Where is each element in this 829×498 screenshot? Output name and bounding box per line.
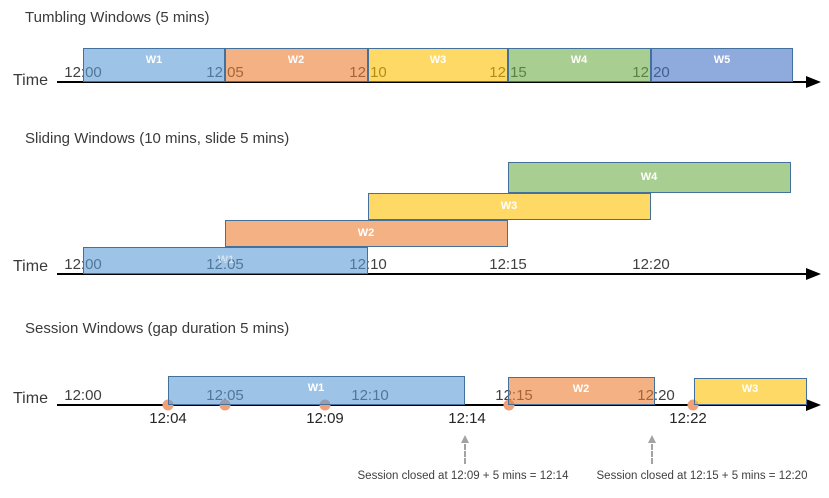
session-time-label: Time xyxy=(13,390,48,407)
session-window-label: W1 xyxy=(307,382,325,394)
tumbling-window-label: W4 xyxy=(570,54,588,66)
sliding-axis-arrow-icon xyxy=(806,268,821,280)
session-window-label: W3 xyxy=(741,383,759,395)
tumbling-window-w5 xyxy=(651,48,793,82)
event-time-label: 12:04 xyxy=(149,410,187,427)
sliding-window-w1 xyxy=(83,247,368,274)
sliding-window-w4 xyxy=(508,162,791,193)
session-window-label: W2 xyxy=(572,383,590,395)
tumbling-title: Tumbling Windows (5 mins) xyxy=(25,9,210,26)
session-window-w1 xyxy=(168,376,465,405)
tumbling-window-label: W2 xyxy=(287,54,305,66)
sliding-window-w3 xyxy=(368,193,651,220)
event-dot xyxy=(162,399,174,411)
tumbling-window-label: W3 xyxy=(429,54,447,66)
tumbling-window-w3 xyxy=(368,48,508,82)
session-axis-arrow-icon xyxy=(806,399,821,411)
sliding-tick: 12:15 xyxy=(489,256,527,273)
sliding-window-w2 xyxy=(225,220,508,247)
up-arrow-icon xyxy=(648,435,656,443)
up-arrow-stem xyxy=(464,444,466,464)
session-tick: 12:00 xyxy=(64,387,102,404)
event-time-label: 12:09 xyxy=(306,410,344,427)
sliding-time-label: Time xyxy=(13,258,48,275)
event-dot xyxy=(319,399,331,411)
session-axis xyxy=(57,404,807,406)
up-arrow-stem xyxy=(651,444,653,464)
tumbling-window-w1 xyxy=(83,48,225,82)
tumbling-time-label: Time xyxy=(13,72,48,89)
event-time-label: 12:22 xyxy=(669,410,707,427)
sliding-window-label: W2 xyxy=(357,227,375,239)
tumbling-window-label: W1 xyxy=(145,54,163,66)
tumbling-window-w4 xyxy=(508,48,651,82)
sliding-tick: 12:20 xyxy=(632,256,670,273)
sliding-axis xyxy=(57,273,807,275)
event-dot xyxy=(503,399,515,411)
event-time-label: 12:14 xyxy=(448,410,486,427)
sliding-window-label: W3 xyxy=(500,200,518,212)
tumbling-axis-arrow-icon xyxy=(806,76,821,88)
tumbling-axis xyxy=(57,81,807,83)
session-title: Session Windows (gap duration 5 mins) xyxy=(25,320,290,337)
up-arrow-icon xyxy=(461,435,469,443)
tumbling-window-label: W5 xyxy=(713,54,731,66)
sliding-window-label: W4 xyxy=(640,171,658,183)
session-window-w2 xyxy=(508,377,655,405)
sliding-window-label: W1 xyxy=(217,254,235,266)
sliding-title: Sliding Windows (10 mins, slide 5 mins) xyxy=(25,130,290,147)
event-dot xyxy=(219,399,231,411)
event-dot xyxy=(687,399,699,411)
session-closed-note: Session closed at 12:09 + 5 mins = 12:14 xyxy=(357,470,569,482)
tumbling-window-w2 xyxy=(225,48,368,82)
session-closed-note: Session closed at 12:15 + 5 mins = 12:20 xyxy=(596,470,808,482)
session-window-w3 xyxy=(694,378,807,405)
